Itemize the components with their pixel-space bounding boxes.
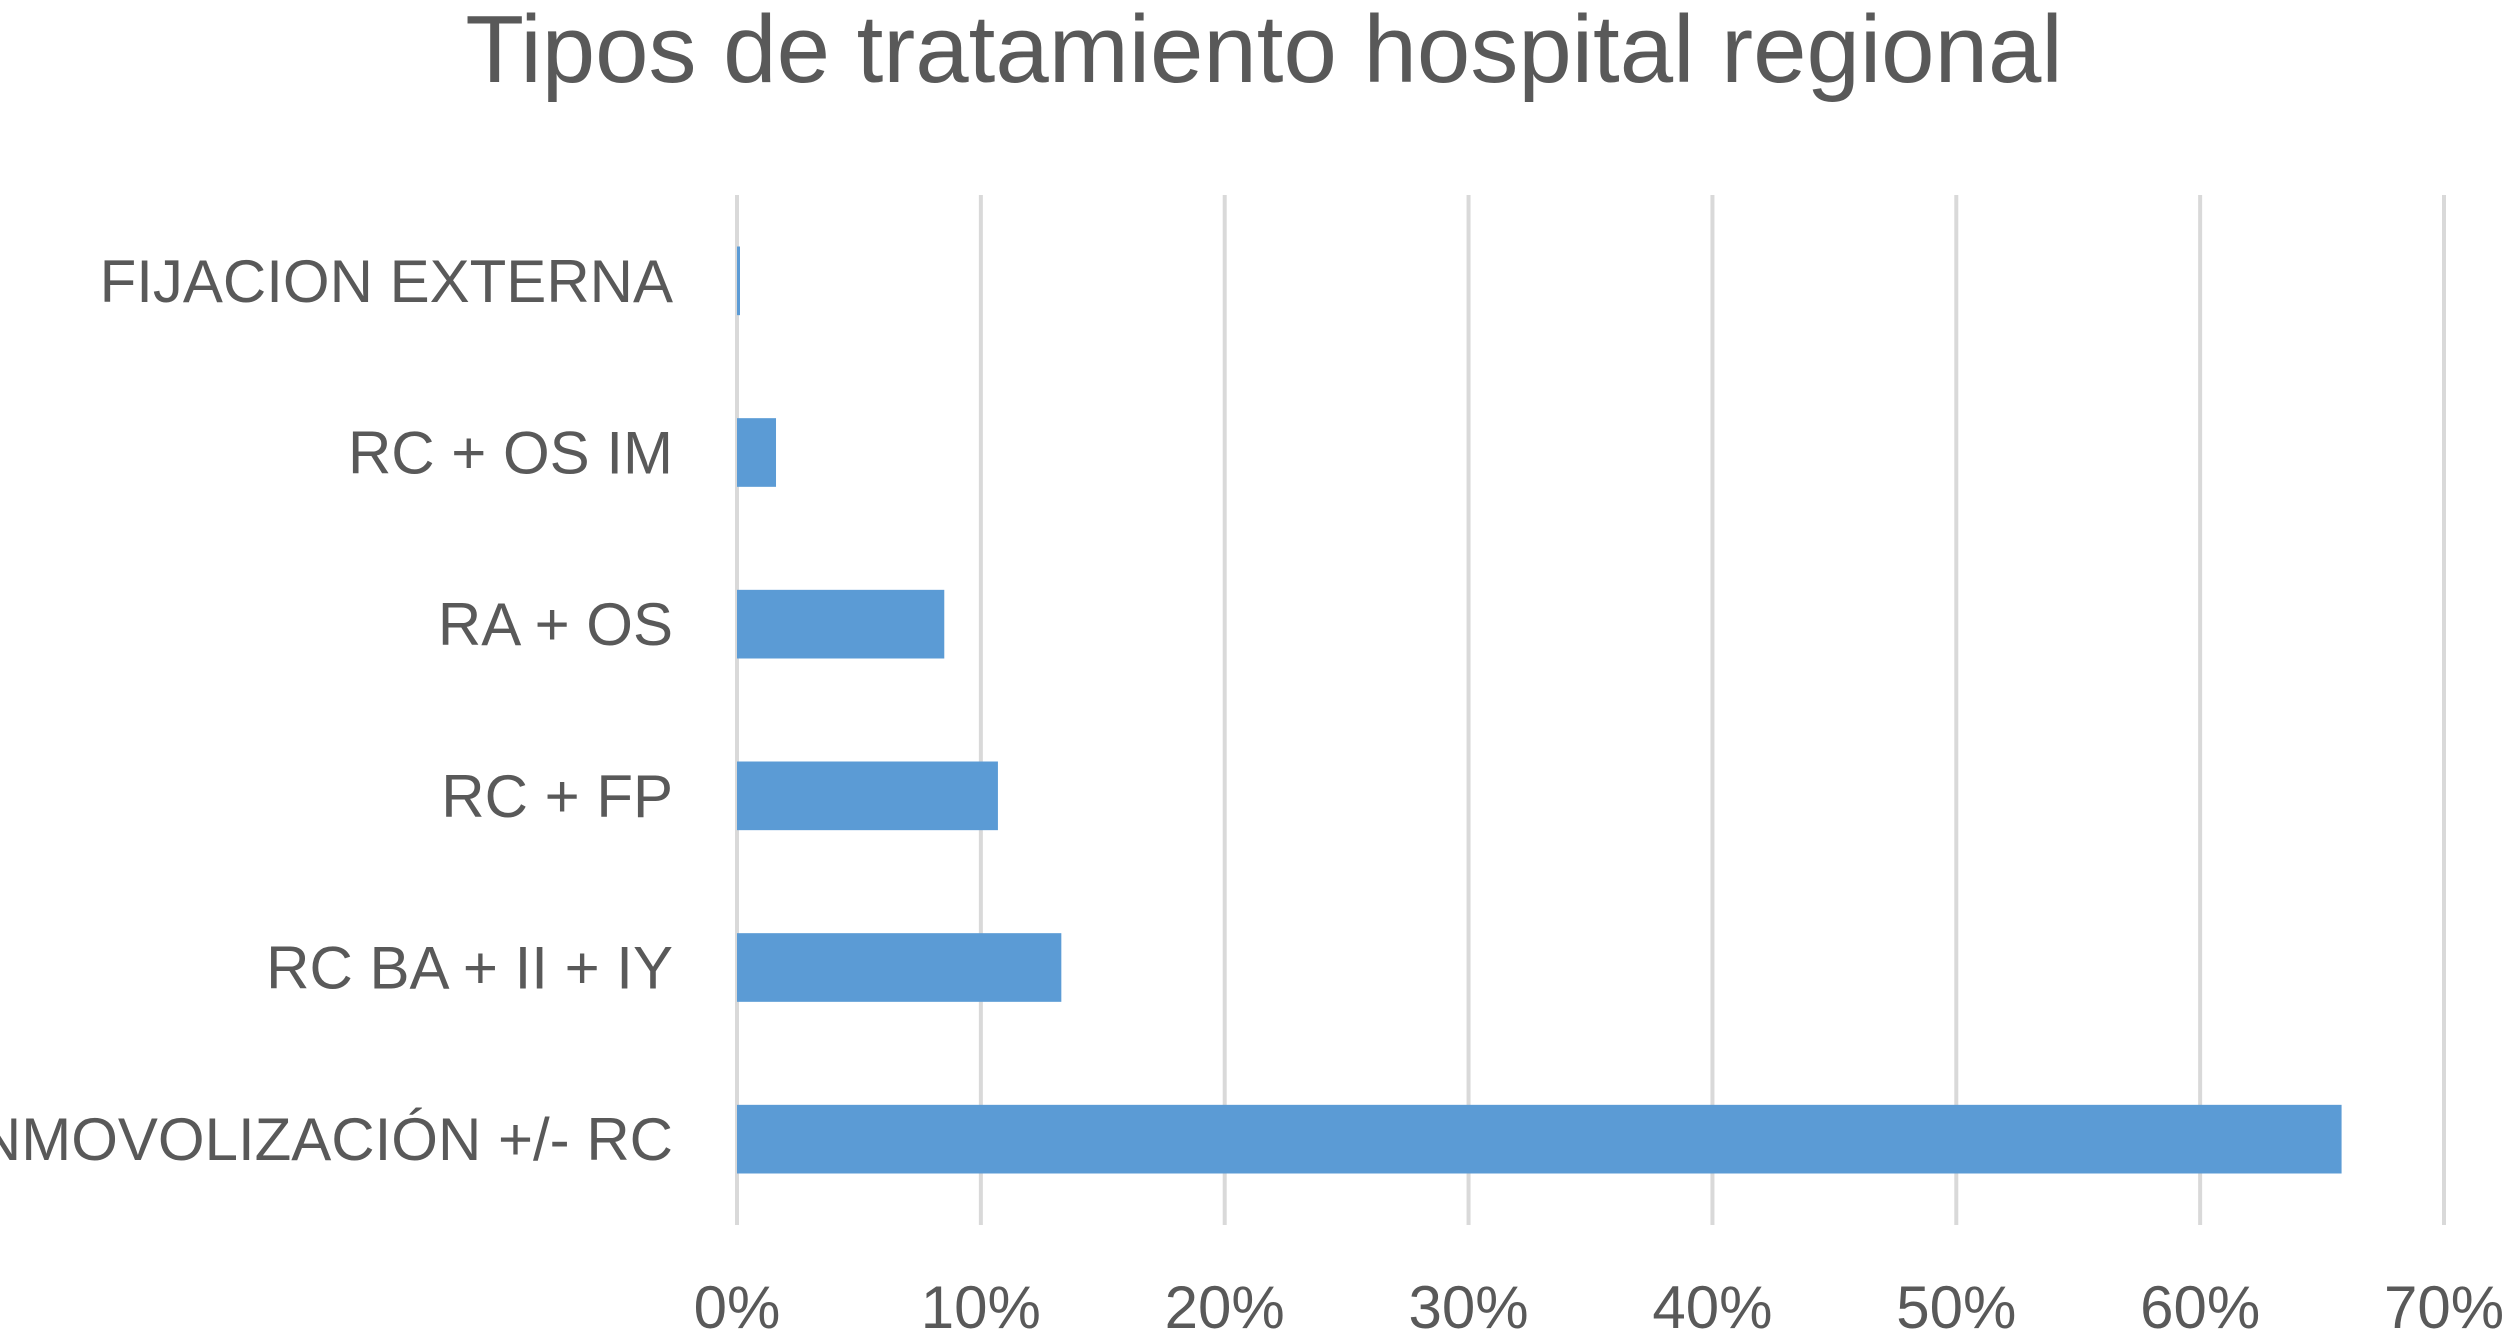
x-tick-label: 30%: [1409, 1274, 1529, 1341]
category-label: RC BA + II + IY: [266, 935, 673, 1002]
bar: [737, 418, 777, 487]
bar: [737, 933, 1062, 1002]
x-tick-label: 50%: [1896, 1274, 2016, 1341]
chart-title: Tipos de tratamiento hospital regional: [465, 0, 2062, 103]
x-tick-label: 60%: [2140, 1274, 2260, 1341]
x-tick-label: 20%: [1165, 1274, 1285, 1341]
category-label: RC + FP: [441, 763, 673, 830]
gridlines: [735, 195, 2446, 1225]
bar: [737, 1104, 2342, 1174]
bar: [737, 589, 945, 659]
category-label: RC + OS IM: [348, 420, 673, 487]
x-tick-label: 10%: [921, 1274, 1041, 1341]
x-tick-label: 0%: [694, 1274, 781, 1341]
x-tick-label: 70%: [2384, 1274, 2504, 1341]
tick-labels: 0% 10% 20% 30% 40% 50% 60% 70%: [694, 1274, 2504, 1341]
category-label: RA + OS: [438, 591, 673, 658]
category-label: FIJACION EXTERNA: [100, 248, 673, 315]
bar: [737, 761, 998, 831]
x-tick-label: 40%: [1652, 1274, 1772, 1341]
bars: [737, 246, 2342, 1174]
category-labels: FIJACION EXTERNA RC + OS IM RA + OS RC + FP…: [0, 248, 673, 1173]
category-label: INMOVOLIZACIÓN +/- RC: [0, 1106, 673, 1173]
bar: [737, 246, 740, 316]
